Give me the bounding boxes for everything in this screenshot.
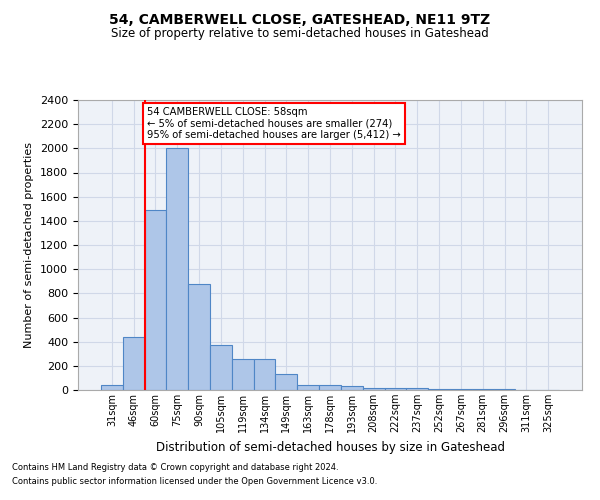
Text: Size of property relative to semi-detached houses in Gateshead: Size of property relative to semi-detach…: [111, 28, 489, 40]
Bar: [123, 337, 145, 390]
Bar: [145, 210, 166, 390]
Bar: [275, 374, 297, 390]
Y-axis label: Number of semi-detached properties: Number of semi-detached properties: [25, 142, 34, 348]
Bar: [210, 344, 232, 390]
Text: 54 CAMBERWELL CLOSE: 58sqm
← 5% of semi-detached houses are smaller (274)
95% of: 54 CAMBERWELL CLOSE: 58sqm ← 5% of semi-…: [147, 108, 401, 140]
Bar: [166, 148, 188, 390]
X-axis label: Distribution of semi-detached houses by size in Gateshead: Distribution of semi-detached houses by …: [155, 440, 505, 454]
Bar: [363, 388, 385, 390]
Bar: [428, 389, 450, 390]
Bar: [188, 284, 210, 390]
Text: 54, CAMBERWELL CLOSE, GATESHEAD, NE11 9TZ: 54, CAMBERWELL CLOSE, GATESHEAD, NE11 9T…: [109, 12, 491, 26]
Text: Contains public sector information licensed under the Open Government Licence v3: Contains public sector information licen…: [12, 477, 377, 486]
Bar: [297, 385, 319, 390]
Bar: [341, 386, 363, 390]
Bar: [232, 358, 254, 390]
Bar: [319, 385, 341, 390]
Bar: [385, 388, 406, 390]
Bar: [254, 358, 275, 390]
Bar: [406, 388, 428, 390]
Bar: [101, 384, 123, 390]
Bar: [450, 389, 472, 390]
Text: Contains HM Land Registry data © Crown copyright and database right 2024.: Contains HM Land Registry data © Crown c…: [12, 464, 338, 472]
